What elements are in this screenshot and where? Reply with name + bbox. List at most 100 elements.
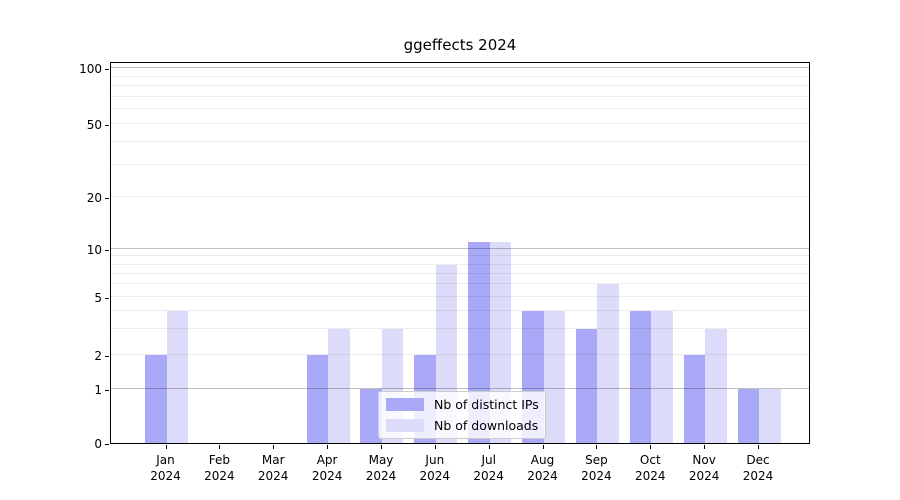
bar-ips-apr: [306, 355, 329, 443]
x-tick-mark-dec: [758, 445, 759, 449]
x-tick-mark-jan: [165, 445, 167, 449]
x-tick-label-sep: Sep 2024: [564, 452, 628, 484]
bar-downloads-dec: [759, 389, 781, 443]
x-tick-label-aug: Aug 2024: [511, 452, 575, 484]
y-tick-mark-1: [105, 389, 109, 391]
x-tick-year: 2024: [527, 469, 558, 483]
gridline-7: [111, 272, 809, 274]
x-tick-month: Apr: [316, 453, 338, 467]
gridline-80: [111, 85, 809, 86]
gridline-40: [111, 140, 809, 142]
legend-swatch-downloads: [386, 419, 424, 432]
x-tick-mark-aug: [542, 445, 544, 449]
x-tick-mark-feb: [219, 445, 221, 449]
gridline-6: [111, 283, 809, 285]
gridline-100: [111, 67, 809, 68]
gridline-5: [111, 296, 809, 297]
bar-downloads-nov: [705, 329, 727, 443]
y-tick-label-100: 100: [79, 61, 102, 76]
x-tick-month: May: [368, 453, 394, 467]
y-tick-label-5: 5: [94, 290, 102, 305]
y-tick-mark-2: [105, 355, 109, 357]
x-tick-label-jan: Jan 2024: [134, 452, 198, 484]
x-tick-label-feb: Feb 2024: [187, 452, 251, 484]
bar-ips-may: [360, 389, 382, 443]
x-tick-year: 2024: [419, 469, 451, 483]
bar-ips-sep: [575, 329, 598, 443]
x-tick-mark-oct: [650, 445, 652, 449]
y-tick-label-10: 10: [86, 242, 102, 257]
x-tick-label-jul: Jul 2024: [457, 452, 521, 484]
legend-item-distinct-ips: Nb of distinct IPs: [386, 397, 539, 413]
x-tick-mark-may: [381, 445, 382, 449]
x-tick-mark-jul: [488, 445, 490, 449]
x-tick-year: 2024: [635, 469, 666, 483]
y-tick-mark-20: [105, 197, 109, 199]
x-tick-mark-apr: [327, 445, 329, 449]
x-tick-year: 2024: [581, 469, 612, 483]
x-tick-year: 2024: [742, 469, 774, 483]
x-tick-month: Aug: [530, 453, 555, 467]
gridline-90: [111, 75, 809, 77]
y-tick-mark-0: [105, 443, 109, 445]
legend-swatch-distinct-ips: [386, 398, 424, 411]
y-tick-mark-5: [105, 297, 109, 299]
y-tick-mark-100: [105, 68, 109, 70]
x-tick-mark-sep: [596, 445, 598, 449]
legend: Nb of distinct IPs Nb of downloads: [378, 391, 546, 439]
gridline-3: [111, 328, 809, 330]
gridline-1: [111, 388, 809, 389]
y-tick-mark-50: [105, 124, 109, 126]
gridline-60: [111, 108, 809, 110]
x-tick-month: Jan: [156, 453, 175, 467]
x-tick-label-oct: Oct 2024: [618, 452, 682, 484]
gridline-70: [111, 95, 809, 97]
bar-downloads-apr: [328, 329, 350, 443]
x-tick-label-apr: Apr 2024: [295, 452, 359, 484]
gridline-30: [111, 163, 809, 165]
bar-ips-jan: [145, 355, 167, 443]
x-tick-label-dec: Dec 2024: [726, 452, 790, 484]
bar-ips-dec: [737, 389, 759, 443]
x-tick-month: Nov: [692, 453, 716, 467]
y-tick-label-2: 2: [94, 348, 102, 363]
bar-downloads-aug: [543, 311, 566, 443]
x-tick-year: 2024: [311, 469, 343, 483]
legend-label-downloads: Nb of downloads: [434, 418, 539, 433]
y-tick-mark-10: [105, 249, 109, 251]
bar-downloads-oct: [651, 311, 673, 443]
x-tick-month: Sep: [585, 453, 608, 467]
x-tick-mark-nov: [704, 445, 706, 449]
y-tick-label-0: 0: [94, 436, 102, 451]
bar-downloads-sep: [597, 284, 619, 443]
x-tick-mark-mar: [273, 445, 275, 449]
y-tick-label-1: 1: [94, 382, 102, 397]
x-tick-label-nov: Nov 2024: [672, 452, 736, 484]
x-tick-month: Jul: [481, 453, 496, 467]
bar-downloads-jan: [166, 311, 188, 443]
x-tick-month: Oct: [639, 453, 661, 467]
gridline-9: [111, 255, 809, 257]
x-tick-year: 2024: [473, 469, 504, 483]
gridline-50: [111, 123, 809, 124]
y-tick-label-50: 50: [86, 117, 102, 132]
x-tick-month: Jun: [425, 453, 445, 467]
x-tick-label-jun: Jun 2024: [403, 452, 467, 484]
x-tick-year: 2024: [150, 469, 181, 483]
x-tick-label-mar: Mar 2024: [241, 452, 305, 484]
x-tick-month: Feb: [208, 453, 231, 467]
x-tick-month: Mar: [261, 453, 285, 467]
x-tick-year: 2024: [365, 469, 397, 483]
gridline-8: [111, 263, 809, 265]
x-tick-year: 2024: [204, 469, 235, 483]
plot-area: [110, 62, 810, 444]
gridline-2: [111, 354, 809, 355]
bar-ips-oct: [629, 311, 652, 443]
legend-item-downloads: Nb of downloads: [386, 418, 539, 434]
x-tick-year: 2024: [688, 469, 720, 483]
gridline-20: [111, 196, 809, 197]
x-tick-month: Dec: [746, 453, 770, 467]
bar-ips-nov: [683, 355, 706, 443]
chart-title: ggeffects 2024: [403, 36, 517, 54]
